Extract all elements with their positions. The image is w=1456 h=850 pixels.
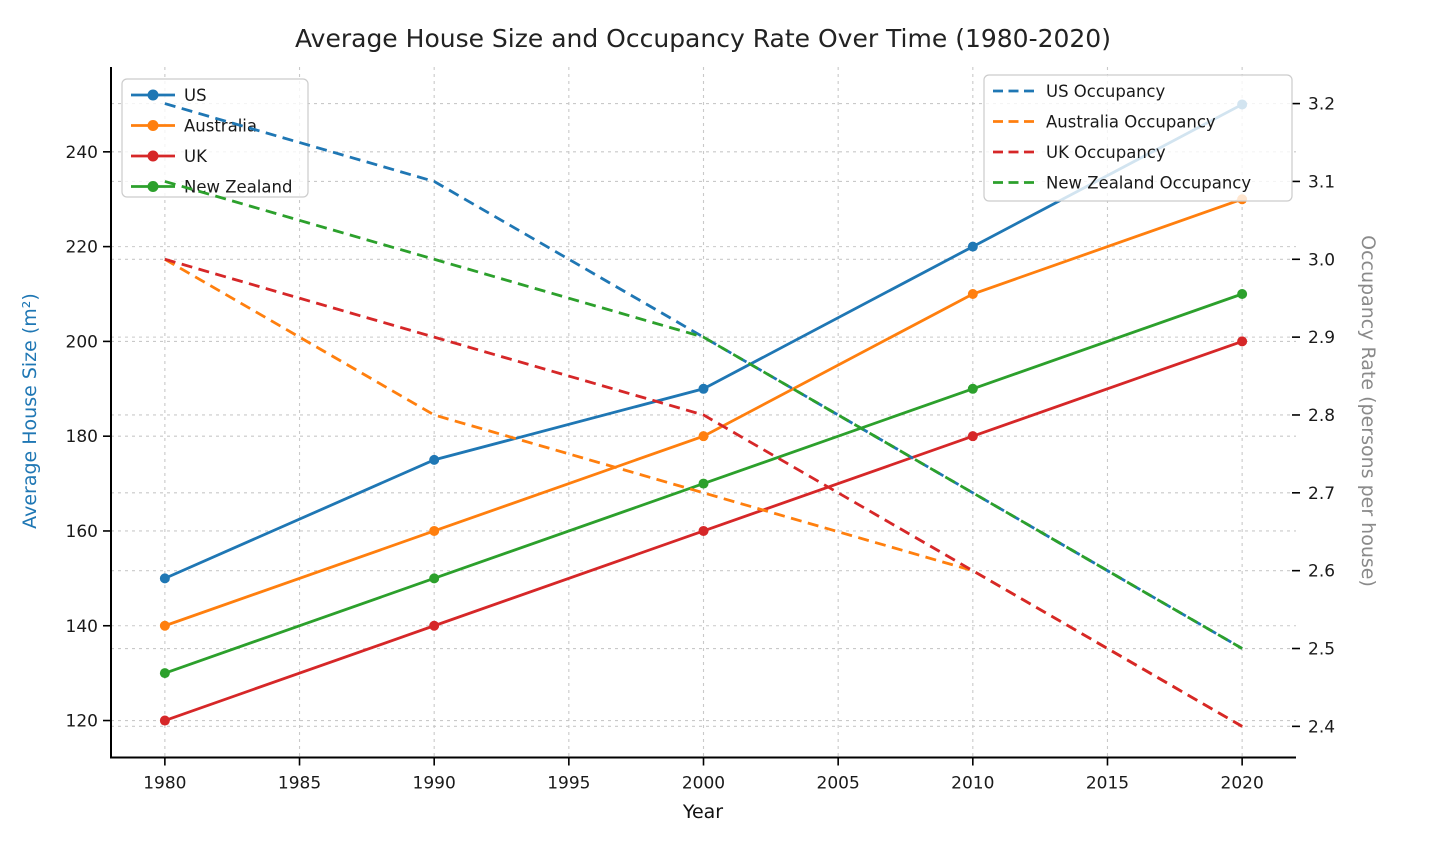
house-series-marker-new-zealand [159,668,170,679]
house-series-marker-australia [159,620,170,631]
y-left-tick-label: 240 [66,143,98,163]
house-series-marker-new-zealand [967,383,978,394]
legend-sample-marker [147,181,159,192]
y-left-tick-label: 180 [66,427,98,447]
x-axis-label: Year [682,801,723,823]
legend-entry-label: Australia Occupancy [1046,113,1216,132]
axes-layer: 1980 1985 1990 1995 2000 2005 2010 2015 2020 120 1… [66,67,1335,794]
legend-entry-label: New Zealand [184,178,292,197]
house-series-marker-uk [159,715,170,726]
y-left-tick-label: 160 [66,522,98,542]
y-right-tick-label: 3.2 [1308,95,1335,115]
house-series-marker-australia [698,431,709,442]
legend-entry-label: US Occupancy [1046,82,1165,101]
house-series-marker-uk [967,431,978,442]
chart-title: Average House Size and Occupancy Rate Ov… [295,24,1111,53]
house-series-marker-us [429,454,440,465]
house-series-marker-uk [1237,336,1248,347]
y-right-tick-label: 2.5 [1308,640,1335,660]
legend-box [983,74,1293,202]
occupancy-series-line-us-occupancy [164,102,1243,650]
x-tick-label: 2010 [951,774,994,794]
x-tick-label: 1995 [547,774,590,794]
x-tick-label: 2005 [817,774,860,794]
house-series-marker-australia [429,525,440,536]
house-series-marker-us [967,241,978,252]
y-axis-label-right: Occupancy Rate (persons per house) [1357,235,1379,587]
x-tick-label: 2015 [1086,774,1129,794]
legend-entry-label: US [184,86,207,105]
legend-box [121,78,309,198]
y-left-tick-label: 120 [66,712,98,732]
legend-entry-label: UK Occupancy [1046,143,1166,162]
y-right-tick-label: 3.0 [1308,250,1335,270]
y-right-tick-label: 2.6 [1308,562,1335,582]
y-left-tick-label: 200 [66,332,98,352]
x-tick-label: 1990 [413,774,456,794]
legend-occupancy: US Occupancy Australia Occupancy UK Occupa… [983,74,1293,202]
occupancy-series-layer [164,102,1243,728]
house-series-marker-new-zealand [698,478,709,489]
y-right-tick-label: 2.9 [1308,328,1335,348]
house-series-marker-us [698,383,709,394]
legend-sample-marker [147,89,159,101]
house-series-marker-us [159,573,170,584]
occupancy-series-line-new-zealand-occupancy [164,180,1243,650]
house-series-marker-uk [698,525,709,536]
y-left-tick-label: 220 [66,238,98,258]
y-right-tick-label: 2.7 [1308,484,1335,504]
house-series-marker-australia [967,289,978,300]
y-axis-label-left: Average House Size (m²) [19,293,41,529]
y-right-tick-label: 3.1 [1308,172,1335,192]
legend-entry-label: Australia [184,117,257,136]
legend-sample-marker [147,120,159,131]
legend-house-size: US Australia UK New Zealand [121,78,309,198]
legend-entry-label: UK [184,147,208,166]
house-size-series-layer [159,99,1248,726]
house-series-marker-uk [429,620,440,631]
y-right-tick-label: 2.8 [1308,406,1335,426]
x-tick-label: 2000 [682,774,725,794]
house-series-marker-new-zealand [429,573,440,584]
house-series-marker-new-zealand [1237,289,1248,300]
x-tick-label: 1980 [143,774,186,794]
y-left-tick-label: 140 [66,617,98,637]
occupancy-series-line-uk-occupancy [164,257,1243,728]
x-tick-label: 1985 [278,774,321,794]
legend-sample-marker [147,150,159,162]
y-right-tick-label: 2.4 [1308,717,1335,737]
x-tick-label: 2020 [1221,774,1264,794]
legend-entry-label: New Zealand Occupancy [1046,174,1251,193]
